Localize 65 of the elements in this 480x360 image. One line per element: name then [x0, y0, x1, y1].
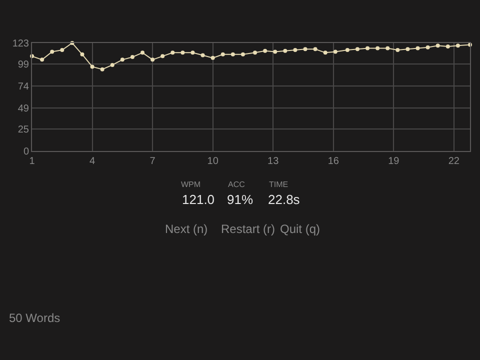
text: 121.0	[182, 192, 215, 207]
x-tick-label: 22	[448, 156, 460, 167]
y-tick-label: 74	[18, 82, 30, 93]
point	[263, 48, 268, 53]
point	[130, 55, 134, 60]
point	[160, 54, 165, 58]
point	[210, 56, 215, 60]
point	[230, 52, 235, 56]
point	[220, 52, 225, 56]
point	[323, 50, 328, 55]
point	[333, 50, 338, 54]
text: Restart (r)	[221, 222, 276, 236]
y-tick-label: 99	[18, 60, 30, 71]
point	[40, 58, 44, 62]
x-tick-label: 19	[388, 156, 400, 167]
point	[436, 44, 440, 48]
text: WPM	[181, 180, 201, 189]
point	[60, 48, 64, 52]
y-tick-label: 123	[12, 38, 30, 50]
x-tick-label: 1	[29, 156, 36, 167]
point	[240, 52, 245, 56]
x-tick-label: 7	[150, 156, 156, 167]
point	[416, 46, 420, 50]
point	[140, 50, 144, 55]
y-tick-label: 25	[18, 124, 30, 136]
text: Next (n)	[165, 222, 208, 236]
point	[366, 46, 370, 50]
point	[376, 46, 380, 50]
x-tick-label: 13	[268, 156, 280, 167]
y-tick-label: 49	[18, 103, 30, 114]
point	[120, 58, 124, 62]
point	[355, 47, 360, 52]
text: 91%	[227, 192, 254, 207]
point	[456, 44, 460, 48]
point	[293, 48, 298, 52]
text: Quit (q)	[280, 222, 320, 236]
point	[426, 45, 430, 50]
text: 22.8s	[268, 192, 300, 207]
point	[396, 48, 400, 52]
x-tick-label: 10	[207, 156, 219, 167]
point	[90, 64, 94, 69]
text: ACC	[228, 180, 246, 189]
point	[386, 46, 390, 50]
point	[406, 47, 410, 52]
x-tick-label: 16	[328, 156, 340, 167]
point	[200, 53, 205, 58]
text: TIME	[269, 180, 288, 189]
point	[100, 67, 104, 72]
point	[50, 50, 54, 54]
point	[446, 44, 450, 49]
point	[253, 50, 258, 55]
point	[303, 47, 308, 52]
x-tick-label: 4	[90, 156, 96, 167]
point	[110, 62, 114, 67]
point	[345, 48, 350, 52]
point	[313, 47, 318, 52]
point	[170, 50, 175, 55]
y-tick-label: 0	[23, 146, 30, 158]
point	[150, 58, 155, 62]
point	[273, 50, 278, 54]
point	[80, 52, 84, 56]
text: 50 Words	[9, 311, 60, 325]
point	[283, 48, 288, 53]
point	[180, 50, 185, 55]
point	[190, 50, 195, 55]
